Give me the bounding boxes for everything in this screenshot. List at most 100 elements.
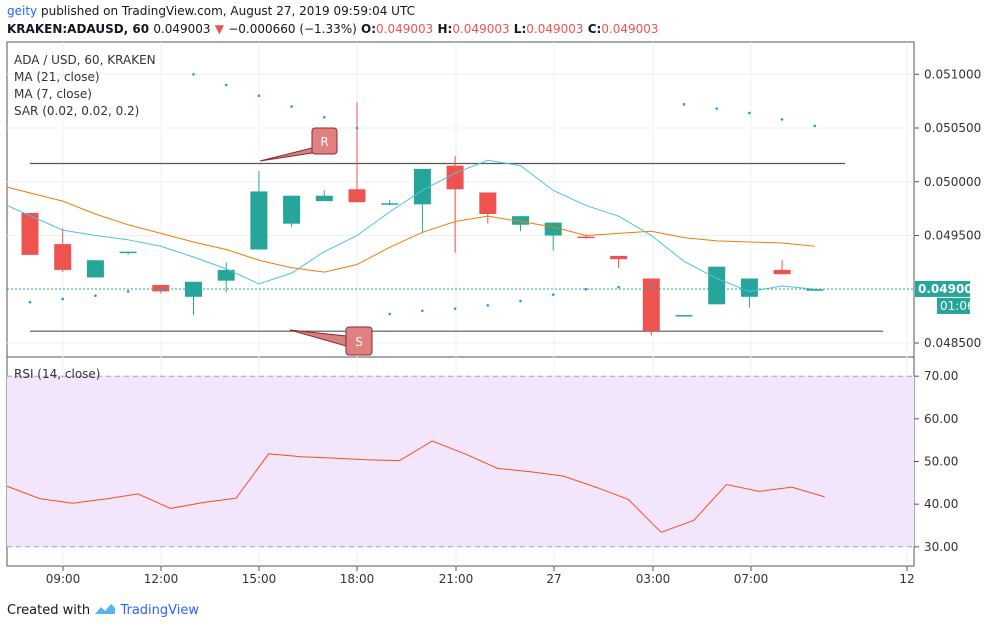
sar-dot	[748, 111, 751, 115]
sar-dot	[650, 282, 653, 286]
published-text: published on TradingView.com, August 27,…	[40, 4, 415, 18]
sar-dot	[780, 118, 784, 121]
time-tick-label: 07:00	[734, 572, 769, 586]
sar-dot	[617, 285, 620, 289]
candle-body	[610, 255, 628, 260]
candle-body	[283, 195, 301, 224]
sar-dot	[421, 309, 424, 313]
sar-dot	[257, 94, 261, 98]
sar-dot	[519, 299, 522, 303]
resistance-callout[interactable]: R	[259, 127, 338, 162]
time-tick-label: 12	[899, 572, 914, 586]
candle-body	[217, 269, 235, 281]
tradingview-brand[interactable]: TradingView	[120, 603, 199, 618]
candle-body	[119, 251, 137, 254]
price-change: −0.000660 (−1.33%)	[228, 22, 357, 36]
sar-dot	[61, 297, 64, 301]
publish-line: geity published on TradingView.com, Augu…	[7, 4, 415, 18]
author-name[interactable]: geity	[7, 4, 38, 18]
candle	[512, 216, 529, 232]
support-callout-box	[345, 326, 373, 356]
time-tick-label: 03:00	[636, 572, 671, 586]
candle-body	[21, 212, 39, 255]
candle	[773, 260, 791, 275]
sar-dot	[584, 287, 588, 291]
countdown-box	[937, 297, 970, 314]
candle	[86, 260, 104, 278]
support-callout-pointer	[289, 329, 347, 347]
candle	[21, 212, 39, 255]
legend-ma21[interactable]: MA (21, close)	[14, 70, 100, 84]
sar-dot	[486, 304, 490, 307]
price-tick-label: 0.048500	[924, 336, 981, 350]
candle-body	[250, 191, 268, 250]
price-tag: 0.049003 01:06	[915, 280, 981, 314]
open-value: 0.049003	[376, 22, 434, 36]
time-tick-label: 27	[546, 572, 561, 586]
sar-dot	[192, 72, 195, 76]
price-tick-label: 0.050000	[924, 175, 981, 189]
rsi-tick-label: 40.00	[924, 497, 958, 511]
candle	[348, 102, 366, 203]
low-label: L:	[513, 22, 527, 36]
time-tick-label: 21:00	[439, 572, 474, 586]
symbol-label: KRAKEN:ADAUSD, 60	[7, 22, 150, 36]
price-tag-value: 0.049003	[918, 282, 981, 296]
candle-body	[413, 168, 431, 205]
rsi-line	[6, 440, 825, 533]
down-triangle-icon: ▼	[214, 22, 224, 36]
sar-dot	[453, 307, 457, 310]
rsi-tick-label: 50.00	[924, 455, 958, 469]
candle	[642, 278, 660, 336]
open-label: O:	[361, 22, 377, 36]
candle	[283, 195, 301, 227]
rsi-tick-label: 30.00	[924, 540, 958, 554]
candle	[610, 255, 628, 268]
time-axis[interactable]: 09:00 12:00 15:00 18:00 21:00 27 03:00 07:00 12	[46, 566, 915, 586]
resistance-callout-pointer	[259, 147, 313, 162]
sar-dot	[388, 312, 392, 316]
candle	[250, 171, 268, 250]
candle	[217, 262, 235, 293]
countdown-value: 01:06	[940, 299, 975, 313]
support-callout[interactable]: S	[289, 326, 373, 356]
price-axis[interactable]: 0.048500 0.049500 0.050000 0.050500 0.051000	[914, 67, 981, 350]
candle	[54, 227, 72, 273]
time-tick-label: 15:00	[242, 572, 277, 586]
ma21-line	[6, 186, 815, 273]
rsi-axis[interactable]: 30.00 40.00 50.00 60.00 70.00	[914, 369, 958, 554]
ohlc-line: KRAKEN:ADAUSD, 60 0.049003 ▼ −0.000660 (…	[7, 22, 659, 36]
support-callout-label: S	[355, 335, 363, 349]
resistance-callout-label: R	[320, 135, 328, 149]
legend-sar[interactable]: SAR (0.02, 0.02, 0.2)	[14, 104, 140, 118]
legend-ma7[interactable]: MA (7, close)	[14, 87, 92, 101]
time-tick-label: 12:00	[144, 572, 179, 586]
candle-body	[54, 244, 72, 270]
candle-body	[348, 189, 366, 203]
rsi-band	[7, 376, 914, 547]
created-with-label: Created with	[7, 603, 91, 618]
ma7-line	[6, 159, 815, 292]
sar-dot	[290, 105, 293, 108]
candle-body	[806, 289, 824, 291]
resistance-callout-box	[311, 127, 338, 155]
sar-dot	[355, 126, 359, 130]
candlestick-series	[21, 102, 824, 336]
candle-body	[381, 203, 399, 205]
time-tick-label: 09:00	[46, 572, 81, 586]
legend-rsi[interactable]: RSI (14, close)	[14, 367, 101, 381]
rsi-tick-label: 70.00	[924, 369, 958, 383]
sar-dot	[94, 294, 97, 298]
candle	[806, 289, 824, 291]
sar-dot	[224, 83, 228, 87]
last-price: 0.049003	[153, 22, 211, 36]
sar-dot	[126, 290, 130, 293]
price-tick-label: 0.049500	[924, 229, 981, 243]
candle	[185, 281, 202, 316]
candle-body	[577, 236, 595, 239]
sar-dot	[28, 300, 32, 304]
candle-body	[708, 266, 726, 305]
chart-legend-title: ADA / USD, 60, KRAKEN	[14, 53, 156, 67]
candle	[708, 266, 726, 305]
